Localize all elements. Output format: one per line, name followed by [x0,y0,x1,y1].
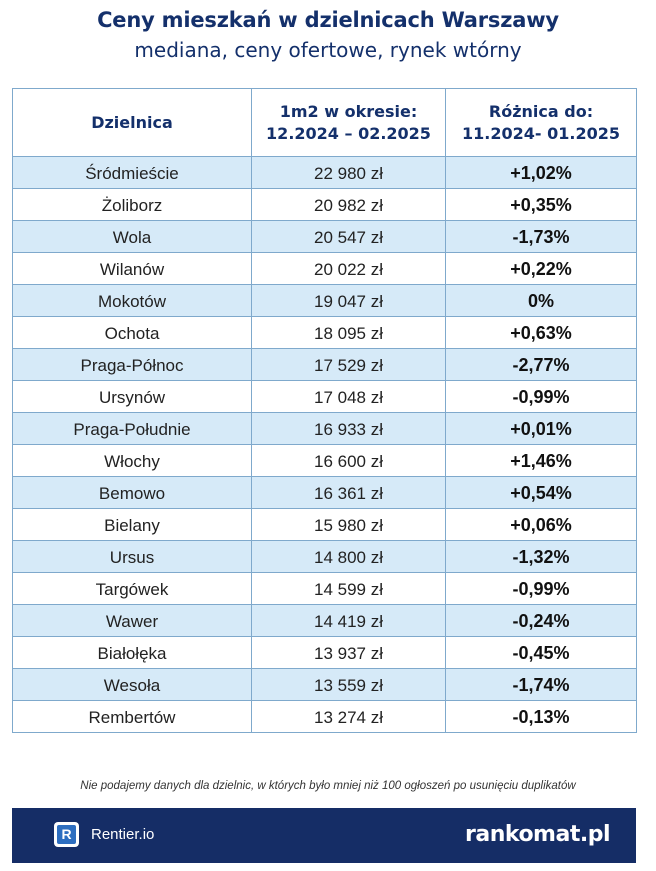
table-row: Białołęka 13 937 zł -0,45% [12,636,637,669]
table-row: Praga-Północ 17 529 zł -2,77% [12,348,637,381]
price-cell: 20 022 zł [251,252,446,285]
change-cell: -0,99% [445,380,637,413]
district-cell: Wola [12,220,252,253]
price-cell: 18 095 zł [251,316,446,349]
table-row: Żoliborz 20 982 zł +0,35% [12,188,637,221]
change-cell: -0,99% [445,572,637,605]
district-cell: Włochy [12,444,252,477]
district-cell: Wilanów [12,252,252,285]
price-cell: 16 600 zł [251,444,446,477]
district-cell: Żoliborz [12,188,252,221]
price-cell: 14 419 zł [251,604,446,637]
change-cell: -0,13% [445,700,637,733]
table-row: Ochota 18 095 zł +0,63% [12,316,637,349]
table-row: Bielany 15 980 zł +0,06% [12,508,637,541]
change-cell: +0,22% [445,252,637,285]
district-cell: Białołęka [12,636,252,669]
change-cell: -2,77% [445,348,637,381]
change-cell: 0% [445,284,637,317]
table-body: Śródmieście 22 980 zł +1,02% Żoliborz 20 982… [12,156,637,733]
change-cell: +0,54% [445,476,637,509]
district-cell: Ursynów [12,380,252,413]
price-cell: 19 047 zł [251,284,446,317]
table-row: Śródmieście 22 980 zł +1,02% [12,156,637,189]
price-cell: 22 980 zł [251,156,446,189]
table-row: Rembertów 13 274 zł -0,13% [12,700,637,733]
header-change-label: Różnica do: 11.2024- 01.2025 [462,101,620,143]
table-row: Ursus 14 800 zł -1,32% [12,540,637,573]
price-cell: 14 599 zł [251,572,446,605]
district-cell: Praga-Północ [12,348,252,381]
table-row: Bemowo 16 361 zł +0,54% [12,476,637,509]
table-row: Ursynów 17 048 zł -0,99% [12,380,637,413]
header-change: Różnica do: 11.2024- 01.2025 [445,88,637,157]
table-header-row: Dzielnica 1m2 w okresie: 12.2024 – 02.202… [12,88,637,157]
change-cell: -0,45% [445,636,637,669]
prices-table: Dzielnica 1m2 w okresie: 12.2024 – 02.202… [12,88,637,733]
change-cell: -1,74% [445,668,637,701]
table-row: Włochy 16 600 zł +1,46% [12,444,637,477]
price-cell: 17 048 zł [251,380,446,413]
change-cell: +0,63% [445,316,637,349]
page-title: Ceny mieszkań w dzielnicach Warszawy [97,8,559,32]
price-cell: 13 274 zł [251,700,446,733]
change-cell: +0,06% [445,508,637,541]
change-cell: +1,46% [445,444,637,477]
district-cell: Rembertów [12,700,252,733]
district-cell: Wawer [12,604,252,637]
table-row: Wawer 14 419 zł -0,24% [12,604,637,637]
table-row: Mokotów 19 047 zł 0% [12,284,637,317]
price-cell: 20 547 zł [251,220,446,253]
district-cell: Śródmieście [12,156,252,189]
district-cell: Bemowo [12,476,252,509]
footnote: Nie podajemy danych dla dzielnic, w któr… [80,780,576,792]
price-cell: 16 933 zł [251,412,446,445]
price-cell: 13 559 zł [251,668,446,701]
header-price: 1m2 w okresie: 12.2024 – 02.2025 [251,88,446,157]
header-price-label: 1m2 w okresie: 12.2024 – 02.2025 [266,101,431,143]
header-district-label: Dzielnica [91,112,173,132]
price-cell: 17 529 zł [251,348,446,381]
price-cell: 13 937 zł [251,636,446,669]
change-cell: +0,35% [445,188,637,221]
table-row: Targówek 14 599 zł -0,99% [12,572,637,605]
change-cell: -1,73% [445,220,637,253]
change-cell: -1,32% [445,540,637,573]
rankomat-brand: rankomat.pl [465,822,610,847]
rentier-brand: Rentier.io [91,826,155,843]
page-subtitle: mediana, ceny ofertowe, rynek wtórny [134,38,522,62]
price-cell: 14 800 zł [251,540,446,573]
table-row: Wola 20 547 zł -1,73% [12,220,637,253]
district-cell: Wesoła [12,668,252,701]
district-cell: Mokotów [12,284,252,317]
district-cell: Ochota [12,316,252,349]
price-cell: 15 980 zł [251,508,446,541]
footer-bar: R Rentier.io rankomat.pl [12,808,636,863]
header-district: Dzielnica [12,88,252,157]
table-row: Praga-Południe 16 933 zł +0,01% [12,412,637,445]
district-cell: Praga-Południe [12,412,252,445]
price-cell: 20 982 zł [251,188,446,221]
district-cell: Targówek [12,572,252,605]
district-cell: Ursus [12,540,252,573]
table-row: Wilanów 20 022 zł +0,22% [12,252,637,285]
change-cell: -0,24% [445,604,637,637]
price-cell: 16 361 zł [251,476,446,509]
rentier-logo-icon: R [54,822,79,847]
rentier-logo-letter: R [57,825,76,844]
district-cell: Bielany [12,508,252,541]
table-row: Wesoła 13 559 zł -1,74% [12,668,637,701]
change-cell: +0,01% [445,412,637,445]
change-cell: +1,02% [445,156,637,189]
